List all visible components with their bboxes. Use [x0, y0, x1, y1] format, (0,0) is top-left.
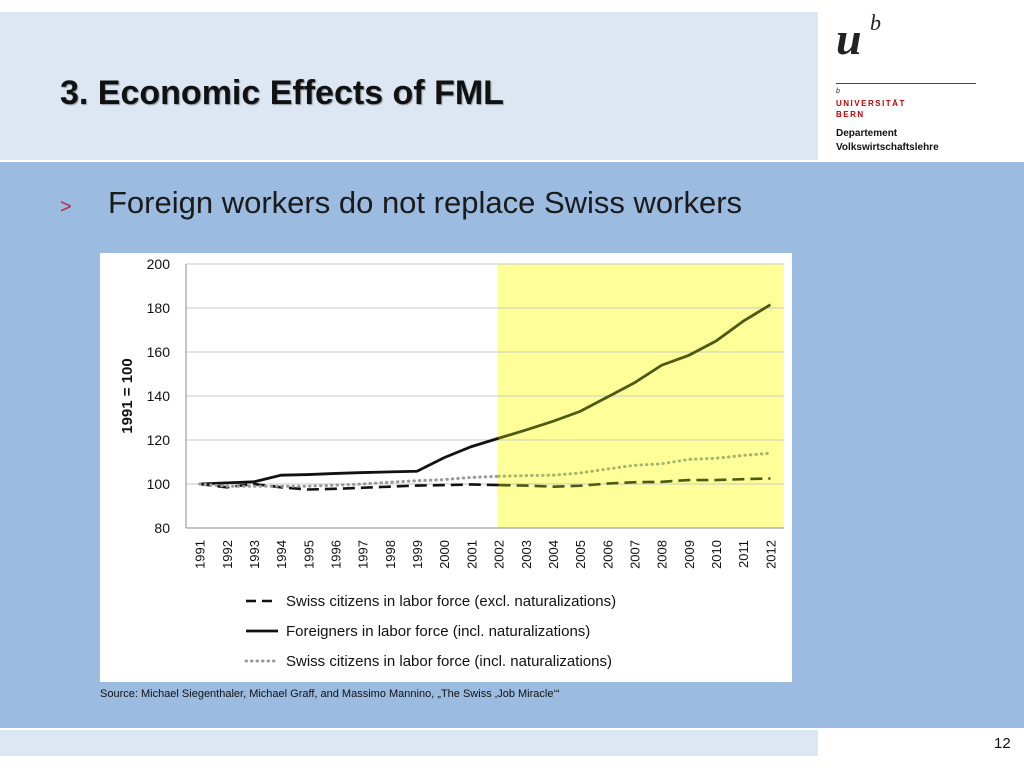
slide-title: 3. Economic Effects of FML: [60, 74, 504, 112]
x-tick-label: 1998: [383, 540, 398, 569]
x-tick-label: 1997: [356, 540, 371, 569]
y-tick-label: 80: [154, 520, 170, 536]
x-tick-label: 2005: [573, 540, 588, 569]
x-tick-label: 2010: [709, 540, 724, 569]
y-tick-label: 160: [147, 344, 171, 360]
logo-divider: [836, 83, 976, 84]
y-axis-label: 1991 = 100: [119, 358, 136, 434]
x-tick-label: 1996: [329, 540, 344, 569]
legend-label-2: Swiss citizens in labor force (incl. nat…: [286, 653, 612, 670]
university-logo-icon: u b: [836, 14, 881, 62]
series-line-0-pre: [199, 482, 499, 491]
x-tick-label: 2003: [519, 540, 534, 569]
page-number: 12: [994, 735, 1011, 752]
x-tick-label: 2009: [682, 540, 697, 569]
logo-mark-u: u: [836, 14, 862, 62]
logo-mark-b: b: [870, 14, 881, 35]
x-tick-label: 2002: [492, 540, 507, 569]
y-tick-label: 140: [147, 388, 171, 404]
x-tick-label: 1991: [193, 540, 208, 569]
line-chart: 80 100 120 140 160 180 200 1991 1992 1993 1994 1995…: [119, 256, 784, 670]
legend-label-1: Foreigners in labor force (incl. natural…: [286, 623, 590, 640]
series-line-0-highlight: [498, 477, 771, 488]
x-tick-label: 2012: [763, 540, 778, 569]
x-tick-label: 2001: [464, 540, 479, 569]
x-tick-label: 2011: [736, 540, 751, 568]
y-tick-label: 120: [147, 432, 171, 448]
x-tick-label: 1992: [220, 540, 235, 569]
footer-band: [0, 730, 818, 756]
series-line-2-pre: [198, 474, 501, 488]
x-tick-label: 2008: [655, 540, 670, 569]
chart-container: 80 100 120 140 160 180 200 1991 1992 1993 1994 1995…: [100, 253, 792, 682]
legend-label-0: Swiss citizens in labor force (excl. nat…: [286, 593, 616, 610]
source-citation: Source: Michael Siegenthaler, Michael Gr…: [100, 688, 560, 700]
y-tick-label: 100: [147, 476, 171, 492]
series-line-2-highlight: [497, 451, 772, 478]
bullet-marker: >: [60, 196, 72, 218]
logo-small-b: b: [836, 88, 840, 95]
x-tick-label: 2000: [437, 540, 452, 569]
bullet-text: Foreign workers do not replace Swiss wor…: [108, 185, 743, 220]
x-tick-label: 1999: [410, 540, 425, 569]
department-label-1: Departement: [836, 128, 898, 139]
x-tick-label: 1994: [274, 540, 289, 569]
series-line-1-pre: [199, 436, 500, 486]
logo-universitaet: UNIVERSITÄT: [836, 99, 906, 108]
y-tick-label: 180: [147, 300, 171, 316]
department-label-2: Volkswirtschaftslehre: [836, 142, 939, 153]
x-tick-label: 1995: [301, 540, 316, 569]
x-tick-label: 1993: [247, 540, 262, 569]
series-line-1-highlight: [498, 303, 772, 440]
x-tick-label: 2006: [600, 540, 615, 569]
x-tick-label: 2007: [628, 540, 643, 569]
logo-bern: BERN: [836, 110, 865, 119]
header-band: [0, 12, 818, 160]
y-tick-label: 200: [147, 256, 171, 272]
x-tick-label: 2004: [546, 540, 561, 569]
